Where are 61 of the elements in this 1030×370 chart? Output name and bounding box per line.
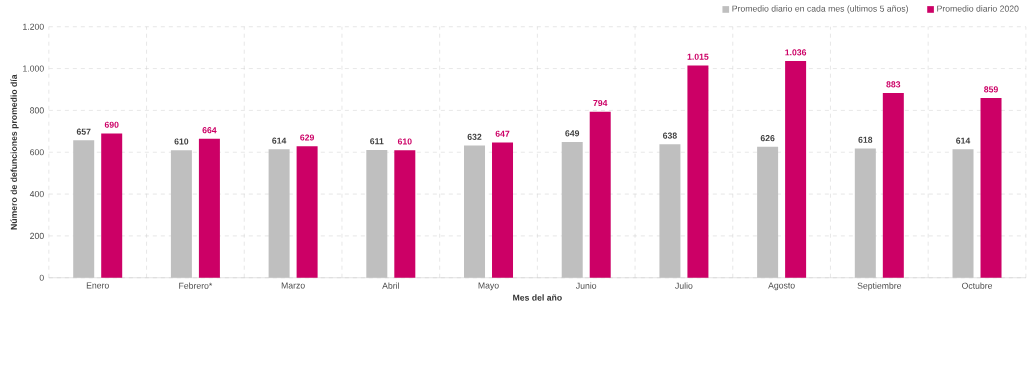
data-label: 664 <box>202 127 217 134</box>
bar <box>464 145 486 278</box>
x-tick-label: Septiembre <box>857 282 902 291</box>
data-label: 883 <box>886 81 901 88</box>
bar <box>394 150 416 278</box>
y-tick-label: 200 <box>30 232 44 240</box>
bar <box>854 148 876 278</box>
data-label: 632 <box>467 133 482 141</box>
x-tick-label: Agosto <box>768 282 795 291</box>
bar <box>785 61 807 278</box>
data-label: 859 <box>984 86 998 93</box>
data-label: 638 <box>663 132 677 139</box>
x-tick-label: Julio <box>675 282 693 289</box>
bar <box>952 149 974 278</box>
bar <box>492 142 514 278</box>
x-tick-label: Marzo <box>281 282 305 289</box>
data-label: 647 <box>495 130 510 137</box>
legend-label: Promedio diario 2020 <box>937 5 1019 12</box>
data-label: 1.036 <box>785 49 807 56</box>
data-label: 690 <box>104 121 119 128</box>
data-label: 618 <box>858 136 873 143</box>
bar <box>659 144 681 278</box>
data-label: 614 <box>956 137 971 144</box>
bar <box>882 93 904 278</box>
data-label: 629 <box>300 134 315 141</box>
bar <box>980 98 1002 278</box>
x-tick-label: Junio <box>575 282 597 289</box>
bar <box>757 146 779 278</box>
data-label: 794 <box>593 100 608 107</box>
y-tick-label: 1.000 <box>23 65 44 72</box>
data-label: 1.015 <box>687 53 709 60</box>
data-label: 626 <box>760 135 775 142</box>
data-label: 610 <box>174 138 189 145</box>
data-label: 649 <box>565 130 580 137</box>
x-axis-title: Mes del año <box>513 294 562 301</box>
bar <box>198 138 220 278</box>
bar <box>561 142 583 278</box>
y-tick-label: 400 <box>29 191 44 198</box>
y-axis-title: Número de defunciones promedio día <box>10 74 19 230</box>
data-label: 611 <box>370 138 384 145</box>
bar <box>170 150 192 278</box>
x-tick-label: Octubre <box>962 282 993 289</box>
y-tick-label: 1.200 <box>23 23 44 30</box>
data-label: 614 <box>272 137 287 144</box>
data-label: 657 <box>76 128 91 135</box>
bar <box>296 146 318 278</box>
y-tick-label: 600 <box>30 149 44 156</box>
y-tick-label: 800 <box>30 107 44 114</box>
x-tick-label: Enero <box>86 282 109 289</box>
bar <box>268 149 290 278</box>
x-tick-label: Mayo <box>478 282 499 291</box>
legend-label: Promedio diario en cada mes (ultimos 5 años) <box>732 5 908 14</box>
bar <box>366 150 388 278</box>
bar <box>73 140 95 278</box>
x-tick-label: Febrero* <box>179 282 213 289</box>
bar <box>589 111 611 278</box>
data-label: 610 <box>397 138 412 145</box>
x-tick-label: Abril <box>382 282 399 289</box>
bar <box>687 65 709 278</box>
bar <box>101 133 123 278</box>
y-tick-label: 0 <box>39 274 44 281</box>
